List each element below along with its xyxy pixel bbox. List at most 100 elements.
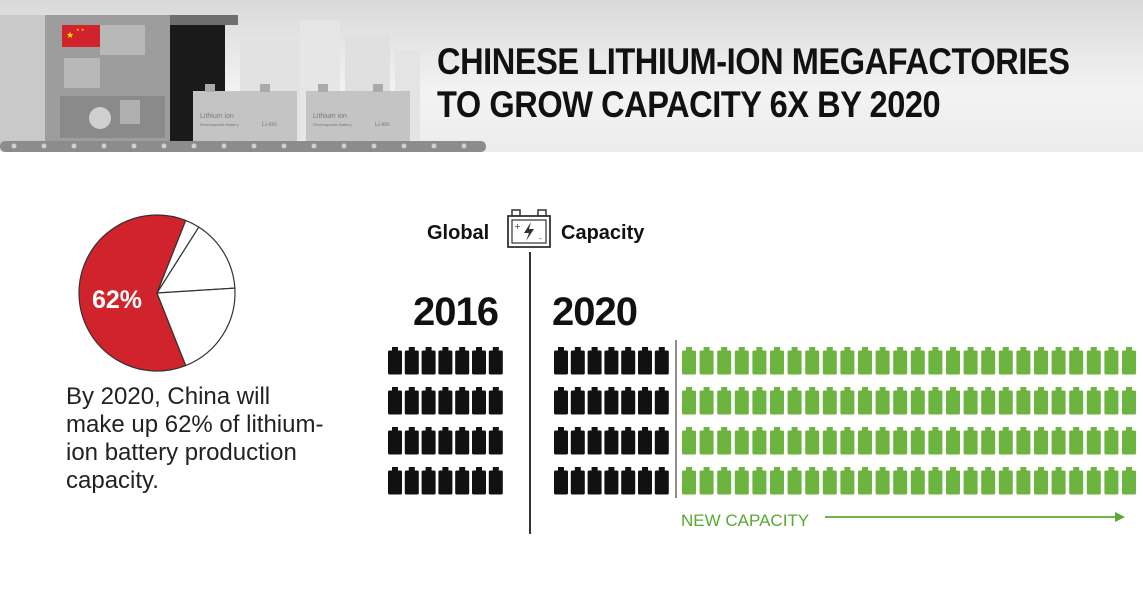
- battery-2016-existing: [421, 467, 436, 495]
- battery-2016-existing: [472, 347, 486, 375]
- battery-2020-existing: [638, 427, 652, 455]
- battery-2020-new: [699, 387, 714, 415]
- battery-2020-existing: [654, 387, 669, 415]
- pie-slice-china: [78, 214, 187, 372]
- battery-2020-new: [734, 387, 749, 415]
- battery-2020-new: [875, 467, 890, 495]
- battery-2020-new: [840, 387, 855, 415]
- battery-2020-new: [1122, 387, 1136, 415]
- battery-2020-new: [858, 347, 872, 375]
- battery-2016-existing: [472, 467, 486, 495]
- battery-2016-existing: [404, 467, 419, 495]
- china-share-pie-chart: 62%: [78, 214, 236, 372]
- battery-2020-new: [1104, 467, 1119, 495]
- battery-2020-new: [875, 427, 890, 455]
- battery-2020-new: [752, 387, 767, 415]
- battery-2020-new: [1034, 387, 1048, 415]
- battery-2020-new: [1069, 347, 1084, 375]
- battery-2020-new: [1086, 427, 1101, 455]
- battery-2020-new: [805, 347, 820, 375]
- battery-2020-new: [946, 387, 960, 415]
- divider-line: [529, 252, 531, 534]
- battery-2020-existing: [570, 467, 585, 495]
- battery-2020-new: [840, 427, 855, 455]
- battery-2020-new: [1016, 467, 1031, 495]
- battery-2020-existing: [554, 467, 568, 495]
- battery-2020-new: [1051, 347, 1066, 375]
- battery-2016-existing: [472, 427, 486, 455]
- battery-2020-new: [1104, 427, 1119, 455]
- battery-2020-new: [787, 347, 802, 375]
- battery-2020-new: [928, 387, 943, 415]
- battery-2020-new: [998, 467, 1013, 495]
- battery-2020-new: [1016, 427, 1031, 455]
- battery-2020-new: [858, 387, 872, 415]
- battery-2020-new: [1051, 427, 1066, 455]
- battery-2020-new: [875, 387, 890, 415]
- page-title: CHINESE LITHIUM-ION MEGAFACTORIES TO GRO…: [437, 40, 1070, 126]
- battery-2016-existing: [455, 427, 470, 455]
- battery-2020-new: [963, 347, 978, 375]
- battery-2020-new: [717, 427, 732, 455]
- battery-2020-existing: [604, 467, 619, 495]
- battery-2016-existing: [404, 427, 419, 455]
- battery-2020-new: [682, 467, 696, 495]
- battery-2020-new: [699, 467, 714, 495]
- battery-2016-existing: [438, 387, 453, 415]
- battery-2020-new: [893, 387, 908, 415]
- conveyor-belt: [0, 141, 486, 152]
- header-banner: ★ ★ ★ Lithium ion Rechargeable Battery L…: [0, 0, 1143, 152]
- battery-2020-existing: [654, 467, 669, 495]
- battery-2020-new: [752, 347, 767, 375]
- battery-2020-existing: [587, 467, 602, 495]
- battery-2020-existing: [587, 347, 602, 375]
- battery-2020-new: [963, 427, 978, 455]
- battery-2020-new: [981, 387, 996, 415]
- battery-2016-existing: [388, 467, 402, 495]
- battery-2020-new: [1034, 347, 1048, 375]
- battery-2020-new: [1016, 387, 1031, 415]
- battery-2020-new: [910, 467, 925, 495]
- battery-2020-new: [981, 427, 996, 455]
- battery-label: Lithium ion: [200, 113, 234, 120]
- svg-text:★: ★: [66, 31, 74, 41]
- battery-sublabel: Rechargeable Battery: [313, 122, 352, 127]
- battery-2020-existing: [570, 387, 585, 415]
- battery-box-1: Lithium ion Rechargeable Battery Li-ion: [193, 84, 297, 143]
- battery-2020-new: [717, 387, 732, 415]
- battery-2020-existing: [604, 427, 619, 455]
- battery-2016-existing: [472, 387, 486, 415]
- battery-2016-existing: [438, 427, 453, 455]
- battery-2020-existing: [554, 347, 568, 375]
- battery-2016-existing: [438, 347, 453, 375]
- capacity-label: Capacity: [561, 222, 645, 244]
- battery-2020-new: [946, 347, 960, 375]
- battery-2016-existing: [388, 387, 402, 415]
- battery-2020-new: [1069, 427, 1084, 455]
- battery-2020-new: [893, 427, 908, 455]
- battery-2016-existing: [421, 347, 436, 375]
- battery-2020-new: [822, 467, 837, 495]
- battery-2020-new: [840, 347, 855, 375]
- battery-2020-new: [1051, 467, 1066, 495]
- battery-sublabel: Rechargeable Battery: [200, 122, 239, 127]
- battery-2020-new: [805, 387, 820, 415]
- battery-2020-new: [893, 467, 908, 495]
- battery-2020-new: [822, 347, 837, 375]
- battery-2020-new: [734, 467, 749, 495]
- battery-2020-new: [981, 347, 996, 375]
- battery-2020-new: [682, 347, 696, 375]
- battery-2020-new: [770, 467, 784, 495]
- battery-2020-existing: [638, 467, 652, 495]
- battery-2020-new: [928, 427, 943, 455]
- battery-2020-new: [822, 387, 837, 415]
- battery-2020-existing: [604, 387, 619, 415]
- battery-2020-new: [858, 427, 872, 455]
- battery-2020-existing: [621, 347, 636, 375]
- battery-2020-new: [963, 467, 978, 495]
- battery-2016-existing: [488, 427, 503, 455]
- battery-2020-new: [1016, 347, 1031, 375]
- battery-2020-new: [1034, 427, 1048, 455]
- battery-2020-new: [946, 427, 960, 455]
- battery-2020-new: [787, 427, 802, 455]
